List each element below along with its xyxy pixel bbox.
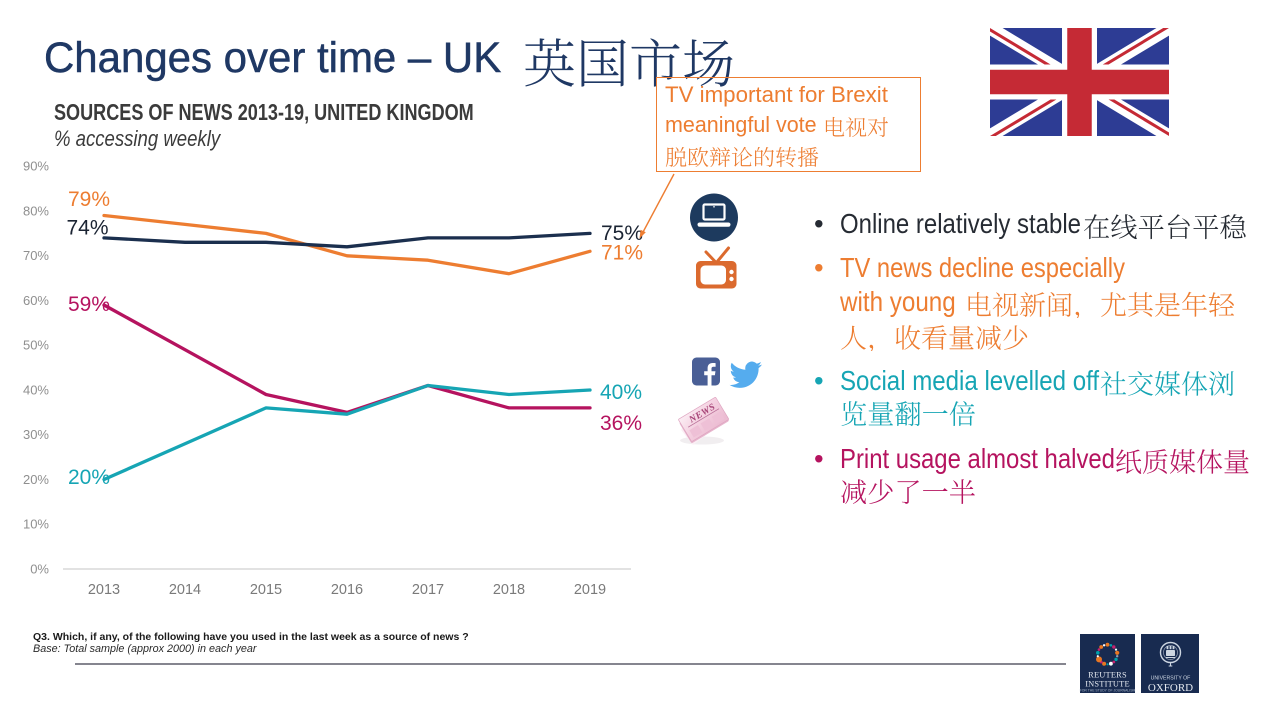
svg-text:2013: 2013 bbox=[88, 582, 120, 598]
svg-text:70%: 70% bbox=[23, 248, 49, 263]
svg-text:2015: 2015 bbox=[250, 582, 282, 598]
svg-text:OXFORD: OXFORD bbox=[1148, 682, 1193, 694]
svg-text:UNIVERSITY OF: UNIVERSITY OF bbox=[1151, 676, 1191, 682]
svg-text:36%: 36% bbox=[600, 412, 642, 435]
svg-text:59%: 59% bbox=[68, 293, 110, 316]
svg-text:0%: 0% bbox=[30, 561, 49, 576]
svg-text:40%: 40% bbox=[23, 382, 49, 397]
svg-text:2018: 2018 bbox=[493, 582, 525, 598]
svg-text:30%: 30% bbox=[23, 427, 49, 442]
svg-text:79%: 79% bbox=[68, 188, 110, 211]
svg-text:2014: 2014 bbox=[169, 582, 201, 598]
svg-text:REUTERS: REUTERS bbox=[1088, 671, 1127, 680]
svg-text:80%: 80% bbox=[23, 203, 49, 218]
svg-text:20%: 20% bbox=[68, 466, 110, 489]
svg-text:75%: 75% bbox=[601, 222, 643, 245]
svg-text:50%: 50% bbox=[23, 338, 49, 353]
svg-text:2017: 2017 bbox=[412, 582, 444, 598]
svg-text:FOR THE STUDY OF JOURNALISM: FOR THE STUDY OF JOURNALISM bbox=[1080, 689, 1136, 693]
svg-text:INSTITUTE: INSTITUTE bbox=[1085, 680, 1130, 689]
svg-text:74%: 74% bbox=[67, 217, 109, 240]
svg-text:2019: 2019 bbox=[574, 582, 606, 598]
svg-text:10%: 10% bbox=[23, 517, 49, 532]
svg-text:71%: 71% bbox=[601, 242, 643, 265]
svg-text:60%: 60% bbox=[23, 293, 49, 308]
svg-text:90%: 90% bbox=[23, 159, 49, 174]
svg-text:2016: 2016 bbox=[331, 582, 363, 598]
svg-text:20%: 20% bbox=[23, 472, 49, 487]
svg-text:40%: 40% bbox=[600, 381, 642, 404]
